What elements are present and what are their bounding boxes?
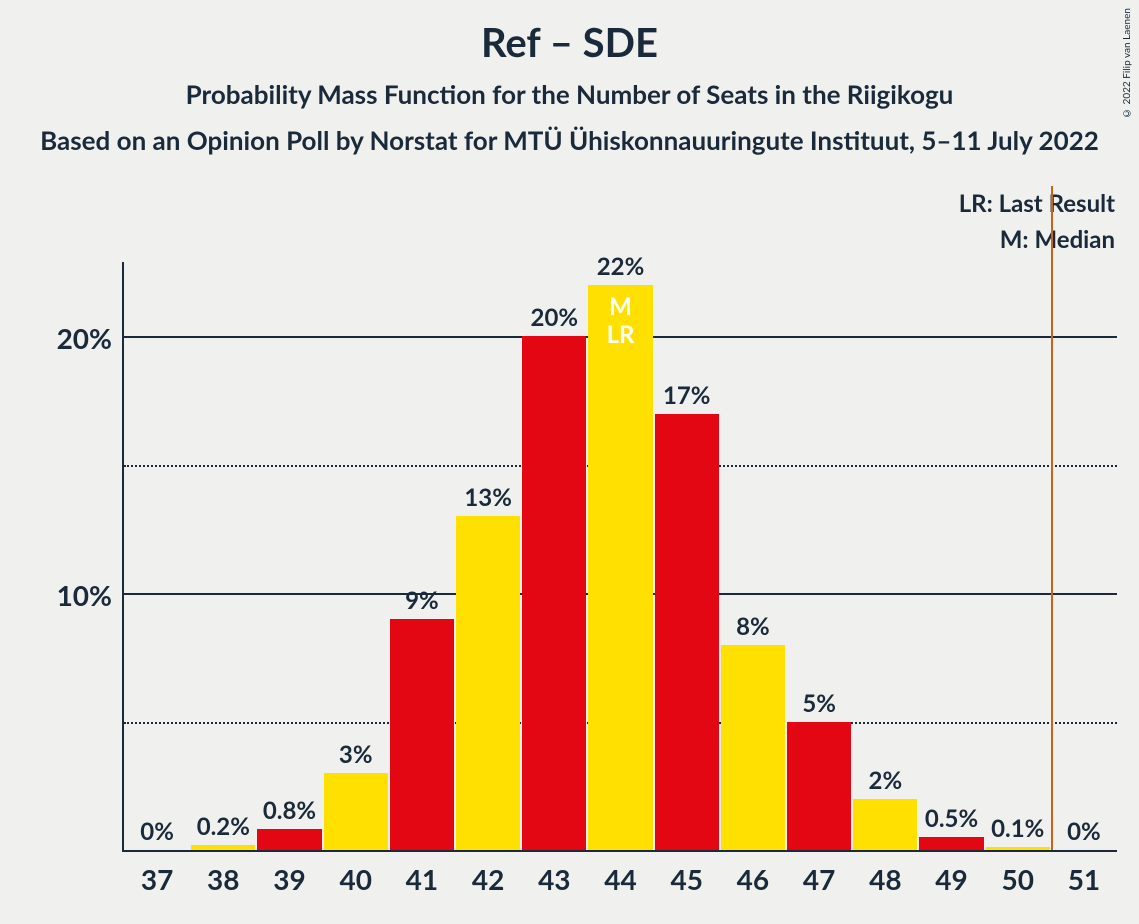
bar-value-label: 0.8% (263, 796, 316, 825)
bar-slot: 0.1%50 (985, 262, 1051, 850)
bar-value-label: 8% (736, 612, 770, 641)
bar-slot: 5%47 (786, 262, 852, 850)
x-tick-label: 48 (869, 862, 901, 896)
bar-slot: 3%40 (323, 262, 389, 850)
bar: 20% (522, 336, 586, 850)
bar: 0.8% (257, 829, 321, 850)
x-tick-label: 44 (604, 862, 636, 896)
bar-annotation: MLR (607, 293, 635, 348)
bar-slot: 22%MLR44 (587, 262, 653, 850)
bar-value-label: 3% (339, 740, 373, 769)
x-tick-label: 39 (273, 862, 305, 896)
bar: 22%MLR (588, 285, 652, 850)
chart-area: 20%10% 0%370.2%380.8%393%409%4113%4220%4… (122, 262, 1117, 852)
bar-slot: 13%42 (455, 262, 521, 850)
bar-value-label: 9% (405, 586, 439, 615)
bar: 2% (853, 799, 917, 850)
bar: 17% (655, 414, 719, 851)
bar-value-label: 0% (1067, 817, 1101, 846)
y-tick-label: 10% (57, 578, 112, 612)
y-tick-label: 20% (57, 321, 112, 355)
bar: 0.2% (191, 845, 255, 850)
bar-slot: 9%41 (389, 262, 455, 850)
x-tick-label: 41 (406, 862, 438, 896)
legend: LR: Last Result M: Median (959, 186, 1115, 258)
bar-slot: 2%48 (852, 262, 918, 850)
bar-slot: 0%51 (1051, 262, 1117, 850)
bar: 0.5% (919, 837, 983, 850)
x-tick-label: 47 (803, 862, 835, 896)
bar: 5% (787, 722, 851, 850)
x-tick-label: 43 (538, 862, 570, 896)
bar-value-label: 5% (802, 689, 836, 718)
bar: 8% (721, 645, 785, 850)
bar-slot: 0.2%38 (190, 262, 256, 850)
bar: 9% (390, 619, 454, 850)
bar: 3% (324, 773, 388, 850)
bar-value-label: 0% (140, 817, 174, 846)
bar-value-label: 0.5% (925, 804, 978, 833)
bar-slot: 0%37 (124, 262, 190, 850)
plot: 20%10% 0%370.2%380.8%393%409%4113%4220%4… (122, 262, 1117, 852)
x-tick-label: 51 (1068, 862, 1100, 896)
bar-value-label: 2% (869, 766, 903, 795)
chart-source: Based on an Opinion Poll by Norstat for … (0, 110, 1139, 156)
x-tick-label: 50 (1001, 862, 1033, 896)
x-tick-label: 38 (207, 862, 239, 896)
bar-slot: 0.5%49 (918, 262, 984, 850)
bar-value-label: 13% (464, 483, 512, 512)
x-tick-label: 42 (472, 862, 504, 896)
bar: 13% (456, 516, 520, 850)
chart-title: Ref – SDE (0, 0, 1139, 66)
copyright: © 2022 Filip van Laenen (1121, 8, 1133, 119)
bar-value-label: 22% (597, 252, 645, 281)
bar-value-label: 0.2% (197, 812, 250, 841)
legend-m: M: Median (959, 222, 1115, 258)
bar-slot: 20%43 (521, 262, 587, 850)
bars-container: 0%370.2%380.8%393%409%4113%4220%4322%MLR… (124, 262, 1117, 850)
bar-value-label: 20% (531, 303, 579, 332)
x-tick-label: 40 (339, 862, 371, 896)
x-tick-label: 49 (935, 862, 967, 896)
bar-value-label: 17% (663, 381, 711, 410)
x-tick-label: 45 (670, 862, 702, 896)
bar: 0.1% (986, 847, 1050, 850)
bar-value-label: 0.1% (991, 814, 1044, 843)
bar-slot: 0.8%39 (256, 262, 322, 850)
bar-slot: 17%45 (654, 262, 720, 850)
majority-line (1051, 186, 1053, 850)
x-tick-label: 37 (141, 862, 173, 896)
bar-slot: 8%46 (720, 262, 786, 850)
legend-lr: LR: Last Result (959, 186, 1115, 222)
x-tick-label: 46 (737, 862, 769, 896)
chart-subtitle: Probability Mass Function for the Number… (0, 66, 1139, 110)
